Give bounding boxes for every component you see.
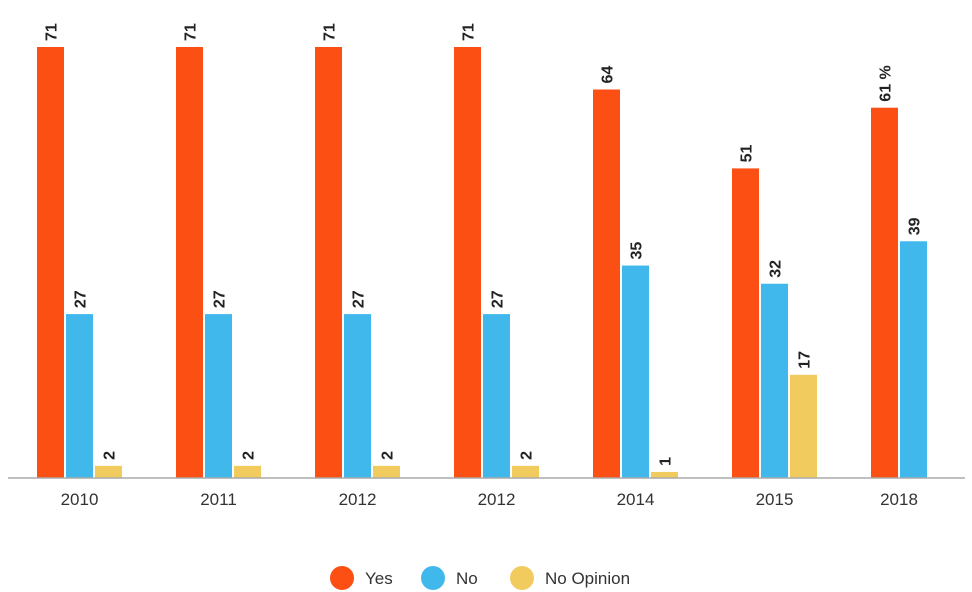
bar-no-4	[622, 265, 649, 478]
bar-yes-6	[871, 107, 898, 478]
x-tick-labels-group: 2010 2011 2012 2012 2014 2015 2018	[61, 490, 918, 509]
x-tick-label-2: 2012	[339, 490, 377, 509]
bar-no-opinion-1	[234, 465, 261, 478]
data-label-no-0: 27	[73, 290, 90, 308]
bar-yes-2	[315, 47, 342, 478]
legend-label-no: No	[456, 569, 478, 588]
legend-swatch-no-opinion	[510, 566, 534, 590]
bar-no-0	[66, 314, 93, 478]
bar-no-5	[761, 283, 788, 478]
data-label-no-opinion-4: 1	[658, 457, 675, 466]
legend-label-no-opinion: No Opinion	[545, 569, 630, 588]
legend-label-yes: Yes	[365, 569, 393, 588]
bar-no-1	[205, 314, 232, 478]
data-label-no-2: 27	[351, 290, 368, 308]
data-label-yes-5: 51	[739, 145, 756, 163]
data-label-no-opinion-3: 2	[519, 451, 536, 460]
legend-item-no-opinion: No Opinion	[510, 566, 630, 590]
bar-no-6	[900, 241, 927, 478]
data-label-yes-0: 71	[44, 23, 61, 41]
bar-yes-3	[454, 47, 481, 478]
bar-no-opinion-5	[790, 374, 817, 478]
data-label-no-opinion-5: 17	[797, 351, 814, 369]
data-label-yes-1: 71	[183, 23, 200, 41]
bar-yes-0	[37, 47, 64, 478]
data-label-yes-3: 71	[461, 23, 478, 41]
legend: Yes No No Opinion	[330, 566, 630, 590]
x-tick-label-3: 2012	[478, 490, 516, 509]
legend-swatch-yes	[330, 566, 354, 590]
data-label-no-3: 27	[490, 290, 507, 308]
data-label-no-opinion-1: 2	[241, 451, 258, 460]
x-tick-label-6: 2018	[880, 490, 918, 509]
bar-no-opinion-3	[512, 465, 539, 478]
data-label-yes-4: 64	[600, 66, 617, 84]
legend-item-yes: Yes	[330, 566, 393, 590]
data-label-no-opinion-2: 2	[380, 451, 397, 460]
data-label-no-1: 27	[212, 290, 229, 308]
bar-labels-group: 71 27 2 71 27 2 71 27 2 71 27 2 64 35 1 51 32 17 61 % 39	[44, 23, 924, 466]
data-label-no-4: 35	[629, 242, 646, 260]
data-label-yes-6: 61 %	[878, 65, 895, 101]
bar-yes-5	[732, 168, 759, 478]
bar-no-opinion-4	[651, 471, 678, 478]
x-tick-label-5: 2015	[756, 490, 794, 509]
bar-no-opinion-2	[373, 465, 400, 478]
data-label-no-5: 32	[768, 260, 785, 278]
x-tick-label-0: 2010	[61, 490, 99, 509]
bar-yes-1	[176, 47, 203, 478]
bar-no-2	[344, 314, 371, 478]
bar-no-3	[483, 314, 510, 478]
data-label-no-opinion-0: 2	[102, 451, 119, 460]
bar-no-opinion-0	[95, 465, 122, 478]
legend-item-no: No	[421, 566, 478, 590]
data-label-yes-2: 71	[322, 23, 339, 41]
bars-group	[37, 47, 927, 479]
x-tick-label-1: 2011	[200, 490, 237, 509]
bar-yes-4	[593, 89, 620, 479]
data-label-no-6: 39	[907, 217, 924, 235]
x-tick-label-4: 2014	[617, 490, 655, 509]
legend-swatch-no	[421, 566, 445, 590]
